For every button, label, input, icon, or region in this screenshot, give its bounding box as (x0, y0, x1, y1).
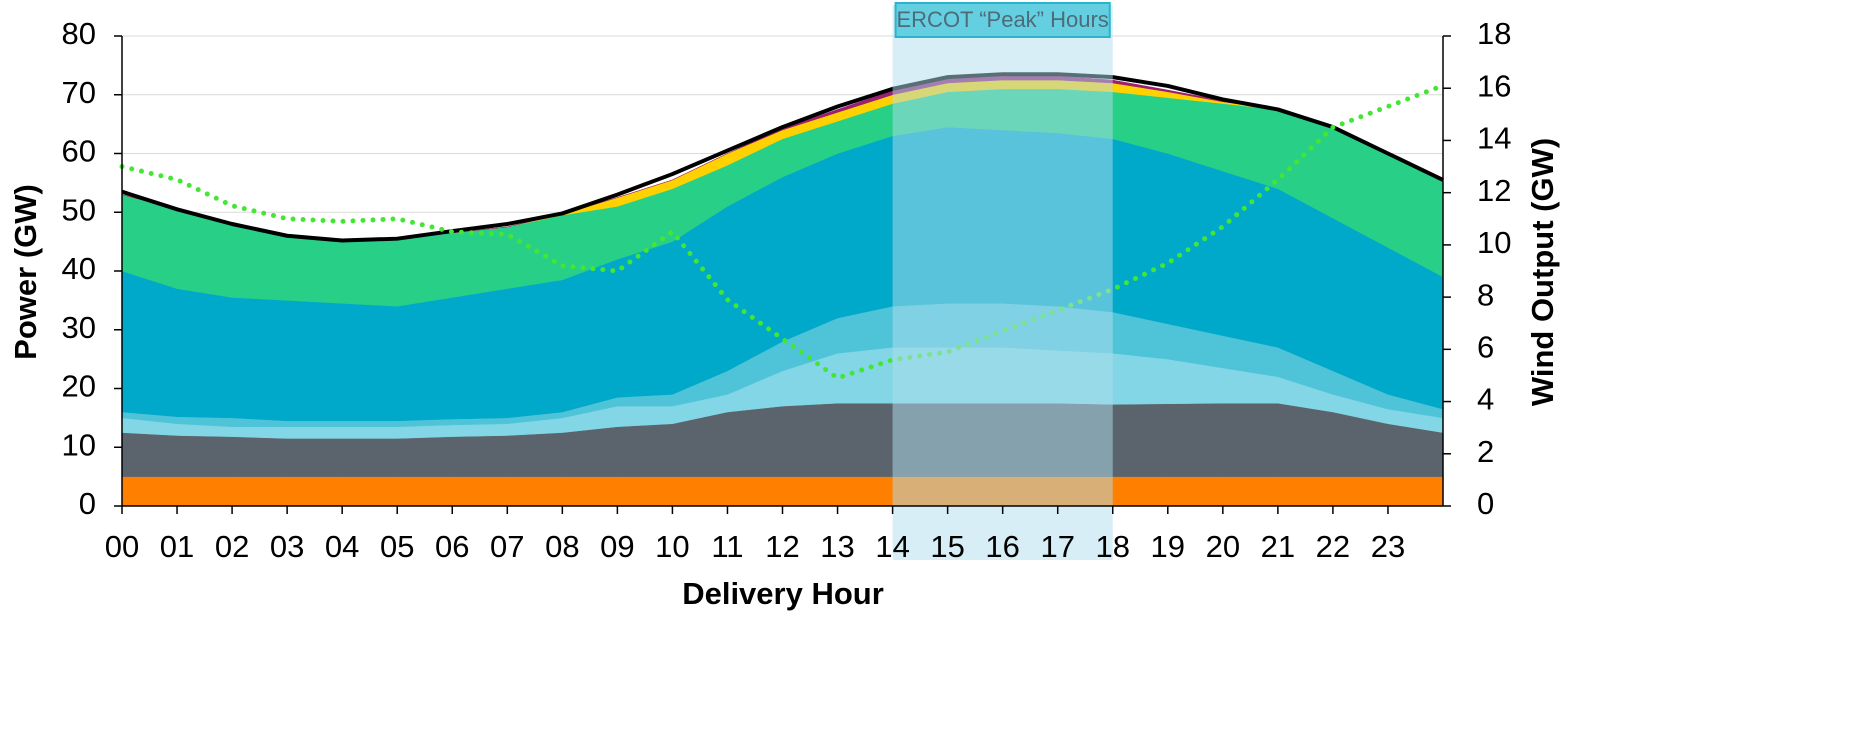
y-tick-label: 10 (62, 427, 96, 462)
x-tick-label: 00 (105, 529, 139, 564)
x-tick-label: 23 (1371, 529, 1405, 564)
y-tick-label: 40 (62, 251, 96, 286)
peak-label: ERCOT “Peak” Hours (897, 7, 1109, 32)
y-axis-title: Power (GW) (8, 184, 43, 360)
x-tick-label: 03 (270, 529, 304, 564)
y2-tick-label: 0 (1477, 486, 1494, 521)
y-tick-label: 50 (62, 192, 96, 227)
y2-tick-label: 14 (1477, 121, 1511, 156)
x-tick-label: 07 (490, 529, 524, 564)
y2-tick-label: 8 (1477, 277, 1494, 312)
wind-line (119, 83, 1446, 381)
x-tick-label: 05 (380, 529, 414, 564)
x-tick-label: 17 (1040, 529, 1074, 564)
x-tick-label: 16 (985, 529, 1019, 564)
x-tick-label: 15 (930, 529, 964, 564)
x-tick-label: 21 (1261, 529, 1295, 564)
x-axis-title: Delivery Hour (682, 576, 884, 611)
x-tick-label: 18 (1096, 529, 1130, 564)
y2-tick-label: 12 (1477, 173, 1511, 208)
y2-tick-label: 6 (1477, 330, 1494, 365)
y2-tick-label: 16 (1477, 68, 1511, 103)
y2-tick-label: 10 (1477, 225, 1511, 260)
x-tick-label: 06 (435, 529, 469, 564)
y-tick-label: 60 (62, 134, 96, 169)
x-tick-label: 13 (820, 529, 854, 564)
x-tick-label: 14 (875, 529, 909, 564)
x-tick-label: 08 (545, 529, 579, 564)
x-tick-label: 12 (765, 529, 799, 564)
x-tick-label: 11 (711, 529, 743, 564)
y2-tick-label: 2 (1477, 434, 1494, 469)
x-tick-label: 20 (1206, 529, 1240, 564)
peak-band (892, 5, 1113, 560)
y2-tick-label: 4 (1477, 382, 1494, 417)
y-tick-label: 0 (79, 486, 96, 521)
x-tick-label: 10 (655, 529, 689, 564)
y2-axis-title: Wind Output (GW) (1525, 138, 1560, 406)
x-tick-label: 22 (1316, 529, 1350, 564)
x-tick-label: 19 (1151, 529, 1185, 564)
demand-line (121, 72, 1444, 243)
x-tick-label: 01 (160, 529, 194, 564)
x-tick-label: 09 (600, 529, 634, 564)
y-tick-label: 80 (62, 16, 96, 51)
x-tick-label: 02 (215, 529, 249, 564)
peak-label-box (894, 2, 1111, 38)
x-tick-label: 04 (325, 529, 359, 564)
area (121, 476, 1444, 507)
y2-tick-label: 18 (1477, 16, 1511, 51)
y-tick-label: 30 (62, 310, 96, 345)
y-tick-label: 70 (62, 75, 96, 110)
y-tick-label: 20 (62, 369, 96, 404)
